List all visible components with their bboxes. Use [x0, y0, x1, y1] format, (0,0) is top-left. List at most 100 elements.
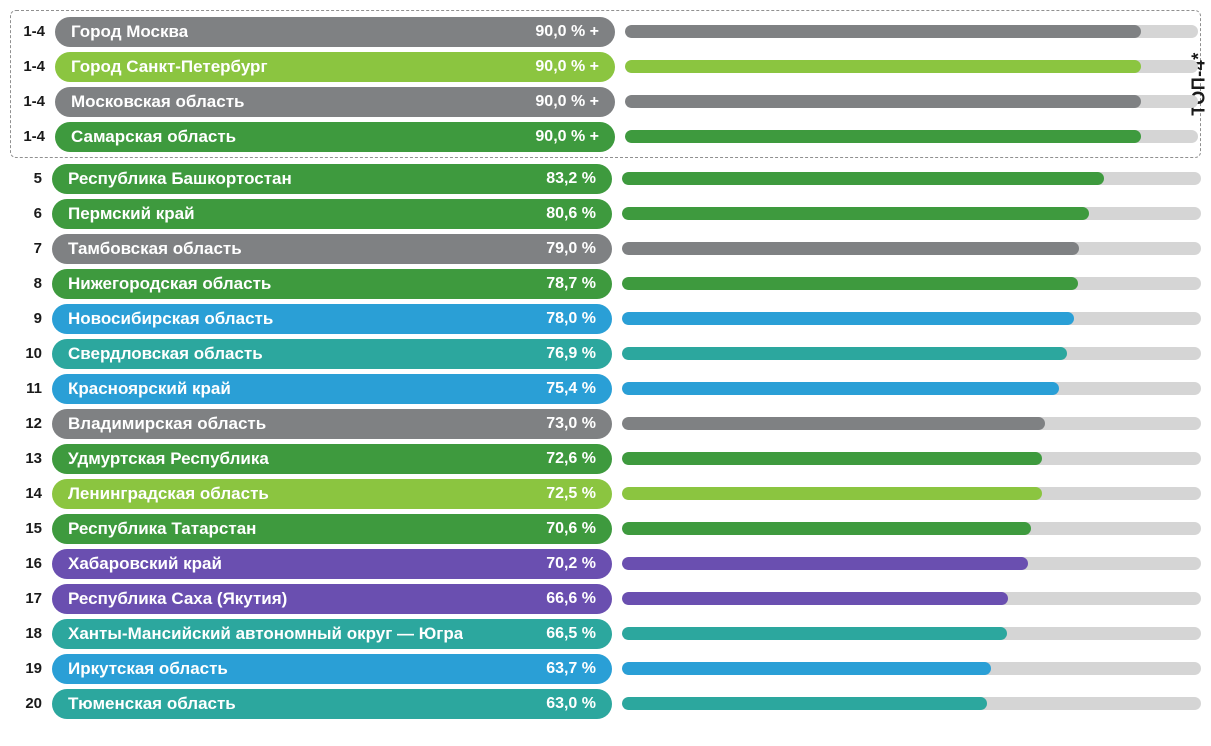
- region-name: Республика Татарстан: [68, 519, 256, 539]
- label-pill: Красноярский край75,4 %: [52, 374, 612, 404]
- chart-row: 8Нижегородская область78,7 %: [10, 267, 1201, 300]
- region-name: Ханты-Мансийский автономный округ — Югра: [68, 624, 463, 644]
- region-value: 79,0 %: [546, 240, 596, 258]
- label-pill: Республика Саха (Якутия)66,6 %: [52, 584, 612, 614]
- label-pill: Хабаровский край70,2 %: [52, 549, 612, 579]
- bar-fill: [622, 172, 1104, 185]
- chart-row: 9Новосибирская область78,0 %: [10, 302, 1201, 335]
- label-pill: Тюменская область 63,0 %: [52, 689, 612, 719]
- bar-fill: [622, 522, 1031, 535]
- chart-row: 12Владимирская область73,0 %: [10, 407, 1201, 440]
- rank-label: 1-4: [13, 93, 55, 110]
- chart-row: 20 Тюменская область 63,0 %: [10, 687, 1201, 720]
- chart-row: 10Свердловская область76,9 %: [10, 337, 1201, 370]
- bar-track: [625, 95, 1198, 108]
- ranking-chart: ТОП-4* 1-4Город Москва90,0 % +1-4Город С…: [10, 10, 1201, 720]
- chart-row: 1-4Город Москва90,0 % +: [13, 15, 1198, 48]
- rank-label: 6: [10, 205, 52, 222]
- region-name: Самарская область: [71, 127, 236, 147]
- bar-track: [622, 417, 1201, 430]
- bar-track: [622, 557, 1201, 570]
- region-value: 66,6 %: [546, 590, 596, 608]
- bar-fill: [622, 557, 1028, 570]
- bar-track: [622, 522, 1201, 535]
- chart-row: 17Республика Саха (Якутия)66,6 %: [10, 582, 1201, 615]
- label-pill: Пермский край80,6 %: [52, 199, 612, 229]
- chart-row: 18Ханты-Мансийский автономный округ — Юг…: [10, 617, 1201, 650]
- region-name: Новосибирская область: [68, 309, 273, 329]
- bar-fill: [622, 697, 987, 710]
- region-name: Тюменская область: [68, 694, 236, 714]
- region-name: Московская область: [71, 92, 244, 112]
- chart-row: 7Тамбовская область79,0 %: [10, 232, 1201, 265]
- region-name: Республика Башкортостан: [68, 169, 292, 189]
- bar-fill: [622, 242, 1079, 255]
- rank-label: 1-4: [13, 58, 55, 75]
- chart-row: 1-4 Город Санкт-Петербург 90,0 % +: [13, 50, 1198, 83]
- bar-track: [622, 242, 1201, 255]
- rank-label: 8: [10, 275, 52, 292]
- bar-fill: [622, 592, 1008, 605]
- region-value: 78,0 %: [546, 310, 596, 328]
- region-name: Удмуртская Республика: [68, 449, 269, 469]
- bar-track: [622, 452, 1201, 465]
- bar-track: [622, 172, 1201, 185]
- region-value: 90,0 % +: [535, 93, 599, 111]
- label-pill: Московская область 90,0 % +: [55, 87, 615, 117]
- region-value: 78,7 %: [546, 275, 596, 293]
- region-name: Тамбовская область: [68, 239, 242, 259]
- chart-row: 13 Удмуртская Республика 72,6 %: [10, 442, 1201, 475]
- bar-fill: [625, 130, 1141, 143]
- region-value: 90,0 % +: [535, 128, 599, 146]
- bar-track: [622, 347, 1201, 360]
- region-value: 70,2 %: [546, 555, 596, 573]
- top-group-box: ТОП-4* 1-4Город Москва90,0 % +1-4Город С…: [10, 10, 1201, 158]
- bar-fill: [625, 95, 1141, 108]
- bar-track: [622, 697, 1201, 710]
- rank-label: 20: [10, 695, 52, 712]
- region-name: Иркутская область: [68, 659, 228, 679]
- label-pill: Ханты-Мансийский автономный округ — Югра…: [52, 619, 612, 649]
- rank-label: 19: [10, 660, 52, 677]
- region-value: 73,0 %: [546, 415, 596, 433]
- region-value: 72,6 %: [546, 450, 596, 468]
- rank-label: 11: [10, 380, 52, 397]
- bar-fill: [622, 417, 1045, 430]
- region-value: 90,0 % +: [535, 58, 599, 76]
- chart-row: 1-4 Самарская область 90,0 % +: [13, 120, 1198, 153]
- label-pill: Самарская область 90,0 % +: [55, 122, 615, 152]
- bar-track: [622, 662, 1201, 675]
- bar-track: [625, 60, 1198, 73]
- rank-label: 5: [10, 170, 52, 187]
- bar-track: [622, 277, 1201, 290]
- rank-label: 13: [10, 450, 52, 467]
- region-value: 70,6 %: [546, 520, 596, 538]
- chart-row: 14Ленинградская область72,5 %: [10, 477, 1201, 510]
- bar-fill: [625, 60, 1141, 73]
- rank-label: 1-4: [13, 128, 55, 145]
- rank-label: 17: [10, 590, 52, 607]
- region-value: 75,4 %: [546, 380, 596, 398]
- bar-fill: [622, 312, 1074, 325]
- bar-fill: [622, 207, 1089, 220]
- region-value: 76,9 %: [546, 345, 596, 363]
- rank-label: 10: [10, 345, 52, 362]
- label-pill: Ленинградская область72,5 %: [52, 479, 612, 509]
- label-pill: Свердловская область76,9 %: [52, 339, 612, 369]
- bar-fill: [625, 25, 1141, 38]
- region-name: Город Санкт-Петербург: [71, 57, 268, 77]
- label-pill: Тамбовская область 79,0 %: [52, 234, 612, 264]
- label-pill: Город Москва90,0 % +: [55, 17, 615, 47]
- chart-row: 1-4 Московская область 90,0 % +: [13, 85, 1198, 118]
- top-rows-container: 1-4Город Москва90,0 % +1-4Город Санкт-Пе…: [13, 15, 1198, 153]
- bar-track: [625, 130, 1198, 143]
- chart-row: 16Хабаровский край70,2 %: [10, 547, 1201, 580]
- region-value: 63,7 %: [546, 660, 596, 678]
- label-pill: Нижегородская область78,7 %: [52, 269, 612, 299]
- region-value: 66,5 %: [546, 625, 596, 643]
- region-name: Владимирская область: [68, 414, 266, 434]
- label-pill: Город Санкт-Петербург 90,0 % +: [55, 52, 615, 82]
- region-value: 63,0 %: [546, 695, 596, 713]
- chart-row: 11Красноярский край75,4 %: [10, 372, 1201, 405]
- label-pill: Новосибирская область 78,0 %: [52, 304, 612, 334]
